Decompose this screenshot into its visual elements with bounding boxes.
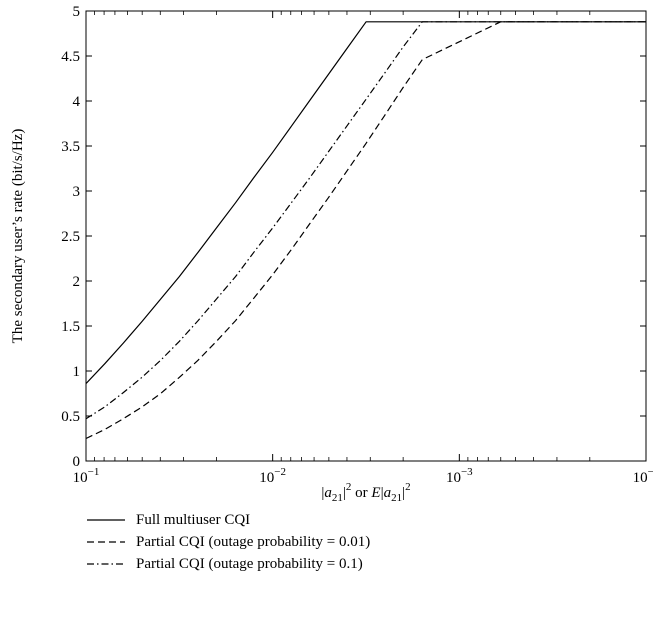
- x-tick-label: 10−3: [446, 466, 473, 486]
- axis-ticks: [85, 10, 647, 462]
- x-axis-label-part: 21: [391, 492, 402, 504]
- x-axis-label-part: E: [370, 485, 380, 501]
- y-tick-label: 2.5: [61, 229, 80, 245]
- y-tick-label: 5: [73, 4, 81, 20]
- x-axis-label-part: or: [351, 485, 371, 501]
- y-tick-label: 3: [73, 184, 81, 200]
- series-line-dashdot: [85, 21, 646, 420]
- legend-item-partial-01: Partial CQI (outage probability = 0.1): [86, 553, 370, 575]
- legend-label: Full multiuser CQI: [136, 511, 251, 528]
- x-axis-label-part: 2: [405, 481, 411, 493]
- y-axis-label: The secondary user’s rate (bit/s/Hz): [10, 129, 26, 344]
- x-axis-label: |a21|2 or E|a21|2: [321, 481, 410, 504]
- x-axis-label-part: a: [384, 485, 392, 501]
- x-axis-label-part: |: [343, 485, 346, 501]
- x-tick-label-exp: −4: [648, 466, 653, 478]
- plot-frame: [85, 10, 647, 462]
- legend-line-solid: [87, 519, 125, 521]
- x-axis-label-part: |: [381, 485, 384, 501]
- legend-item-full-cqi: Full multiuser CQI: [86, 509, 370, 531]
- series-layer: [85, 21, 646, 440]
- x-tick-label: 10−4: [633, 466, 653, 486]
- legend-item-partial-001: Partial CQI (outage probability = 0.01): [86, 531, 370, 553]
- x-tick-label-exp: −3: [461, 466, 473, 478]
- y-tick-label: 3.5: [61, 139, 80, 155]
- x-tick-label-base: 10: [633, 470, 648, 486]
- legend-line-dashdot: [87, 563, 125, 565]
- x-axis-label-part: 21: [332, 492, 343, 504]
- x-axis-label-part: a: [324, 485, 332, 501]
- series-line-dashed: [85, 21, 646, 440]
- x-axis-label-part: 2: [346, 481, 352, 493]
- x-tick-label: 10−1: [73, 466, 100, 486]
- y-tick-label: 0.5: [61, 409, 80, 425]
- x-axis-label-part: |: [321, 485, 324, 501]
- y-tick-label: 1.5: [61, 319, 80, 335]
- y-tick-label: 0: [73, 454, 81, 470]
- series-line-solid: [85, 21, 646, 385]
- x-tick-label-exp: −2: [274, 466, 286, 478]
- x-tick-label-base: 10: [446, 470, 461, 486]
- x-axis-label-part: |: [402, 485, 405, 501]
- x-tick-label-base: 10: [259, 470, 274, 486]
- y-tick-label: 4.5: [61, 49, 80, 65]
- y-tick-label: 2: [73, 274, 81, 290]
- legend-line-dashed: [87, 541, 125, 543]
- x-tick-label-exp: −1: [88, 466, 100, 478]
- legend-label: Partial CQI (outage probability = 0.1): [136, 555, 363, 572]
- legend: Full multiuser CQI Partial CQI (outage p…: [86, 509, 370, 575]
- y-tick-label: 1: [73, 364, 81, 380]
- x-tick-label-base: 10: [73, 470, 88, 486]
- x-tick-label: 10−2: [259, 466, 286, 486]
- legend-label: Partial CQI (outage probability = 0.01): [136, 533, 371, 550]
- y-tick-label: 4: [73, 94, 81, 110]
